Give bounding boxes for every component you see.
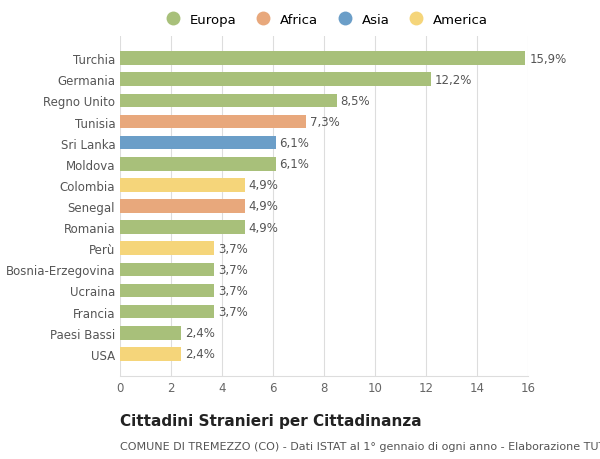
Text: 3,7%: 3,7% [218,285,248,297]
Text: 4,9%: 4,9% [249,200,278,213]
Text: COMUNE DI TREMEZZO (CO) - Dati ISTAT al 1° gennaio di ogni anno - Elaborazione T: COMUNE DI TREMEZZO (CO) - Dati ISTAT al … [120,441,600,451]
Text: 4,9%: 4,9% [249,221,278,234]
Text: 3,7%: 3,7% [218,263,248,276]
Text: 3,7%: 3,7% [218,305,248,319]
Bar [120,326,181,340]
Bar [120,179,245,192]
Text: Cittadini Stranieri per Cittadinanza: Cittadini Stranieri per Cittadinanza [120,413,422,428]
Text: 7,3%: 7,3% [310,116,340,129]
Text: 2,4%: 2,4% [185,326,215,340]
Bar [120,115,306,129]
Bar [120,200,245,213]
Bar [120,157,275,171]
Text: 3,7%: 3,7% [218,242,248,255]
Bar [120,263,214,277]
Legend: Europa, Africa, Asia, America: Europa, Africa, Asia, America [160,14,488,27]
Bar [120,305,214,319]
Bar [120,347,181,361]
Bar [120,221,245,235]
Bar [120,284,214,298]
Text: 2,4%: 2,4% [185,347,215,361]
Bar [120,73,431,87]
Bar [120,136,275,150]
Text: 6,1%: 6,1% [280,158,309,171]
Bar [120,52,526,66]
Bar [120,94,337,108]
Text: 8,5%: 8,5% [341,95,370,108]
Text: 4,9%: 4,9% [249,179,278,192]
Text: 6,1%: 6,1% [280,137,309,150]
Text: 12,2%: 12,2% [435,73,472,87]
Text: 15,9%: 15,9% [529,52,566,66]
Bar [120,242,214,256]
